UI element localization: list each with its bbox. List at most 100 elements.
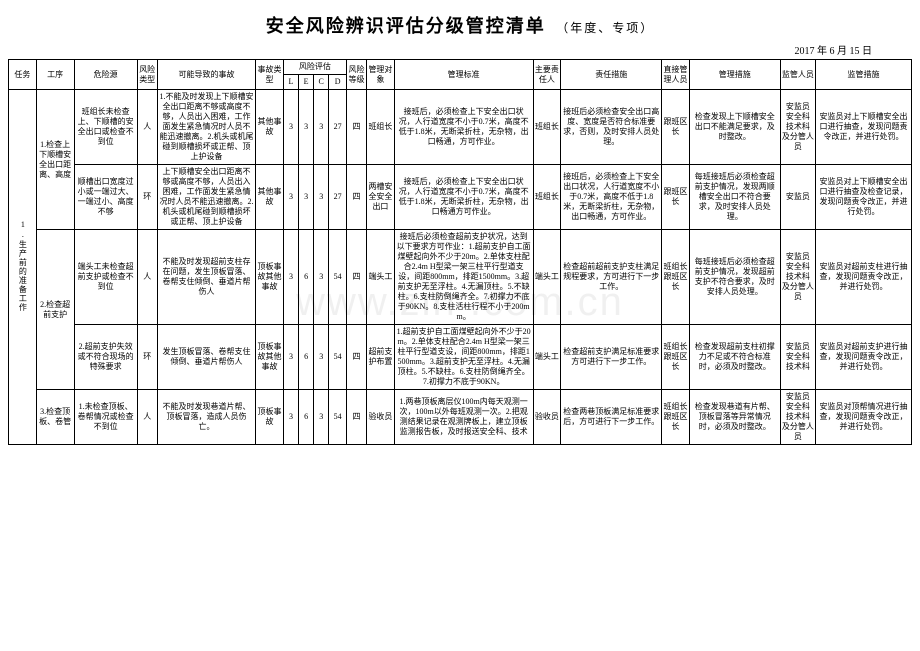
cell-E: 6 (299, 390, 314, 445)
cell-C: 3 (314, 90, 329, 165)
h-directmgr: 直接管理人员 (662, 60, 690, 90)
cell-hazard: 端头工未检查超前支护或检查不到位 (74, 230, 137, 325)
h-C: C (314, 75, 329, 90)
cell-D: 54 (329, 390, 347, 445)
cell-accident: 上下顺槽安全出口距离不够或高度不够，人员出入困难，工作面发生紧急情况时人员不能迅… (157, 165, 255, 230)
cell-mm: 检查发现超前支柱初撑力不足或不符合标准时，必须及时整改。 (689, 325, 780, 390)
h-mainresp: 主要责任人 (533, 60, 561, 90)
cell-C: 3 (314, 230, 329, 325)
cell-std: 1.超前支护自工面煤壁起向外不少于20m。2.单体支柱配合2.4m H型梁一架三… (394, 325, 533, 390)
cell-hazard: 班组长未检查上、下顺槽的安全出口或检查不到位 (74, 90, 137, 165)
h-L: L (283, 75, 298, 90)
h-task: 任务 (9, 60, 37, 90)
table-row: 顺槽出口宽度过小或一端过大、一端过小、高度不够 环 上下顺槽安全出口距离不够或高… (9, 165, 912, 230)
cell-resp: 端头工 (533, 230, 561, 325)
cell-tgt: 超前支护布置 (367, 325, 395, 390)
cell-D: 27 (329, 165, 347, 230)
cell-C: 3 (314, 325, 329, 390)
cell-hazard: 1.未检查顶板、卷帮情况或检查不到位 (74, 390, 137, 445)
cell-accident: 不能及时发现超前支柱存在问题，发生顶板冒落、卷帮支住倾倒、垂道片帮伤人 (157, 230, 255, 325)
cell-tgt: 两槽安全安全出口 (367, 165, 395, 230)
cell-tgt: 端头工 (367, 230, 395, 325)
cell-hazard: 2.超前支护失效或不符合现场的特殊要求 (74, 325, 137, 390)
table-row: 3.检查顶板、卷管 1.未检查顶板、卷帮情况或检查不到位 人 不能及时发现巷道片… (9, 390, 912, 445)
cell-resp: 验收员 (533, 390, 561, 445)
h-risktype: 风险类型 (137, 60, 157, 90)
cell-rtype: 人 (137, 390, 157, 445)
cell-E: 6 (299, 325, 314, 390)
cell-atype: 其他事故 (256, 90, 284, 165)
cell-lvl: 四 (346, 165, 366, 230)
cell-mm: 检查发现上下顺槽安全出口不能满足要求，及时整改。 (689, 90, 780, 165)
cell-atype: 顶板事故其他事故 (256, 230, 284, 325)
cell-mm: 每班接班后必须检查超前支护情况，发现超前支护不符合要求，及时安排人员处理。 (689, 230, 780, 325)
cell-supm: 安监员对上下顺槽安全出口进行抽查，发现问题责令改正，并进行处罚。 (816, 90, 912, 165)
h-accidenttype: 事故类型 (256, 60, 284, 90)
cell-step: 1.检查上下顺槽安全出口距离、高度 (36, 90, 74, 230)
cell-step: 2.检查超前支护 (36, 230, 74, 390)
cell-tgt: 验收员 (367, 390, 395, 445)
table-row: 1.生产前的准备工作 1.检查上下顺槽安全出口距离、高度 班组长未检查上、下顺槽… (9, 90, 912, 165)
cell-dm: 班组长跟班区长 (662, 325, 690, 390)
cell-lvl: 四 (346, 230, 366, 325)
cell-respm: 接班后，必须检查上下安全出口状况，人行道宽度不小于0.7米，高度不低于1.8米，… (561, 165, 662, 230)
cell-atype: 顶板事故其他事故 (256, 325, 284, 390)
cell-lvl: 四 (346, 325, 366, 390)
cell-std: 接班后必须检查超前支护状况，达到以下要求方可作业：1.超前支护自工面煤壁起向外不… (394, 230, 533, 325)
cell-supm: 安监员对上下顺槽安全出口进行抽查及检查记录，发现问题责令改正，并进行处罚。 (816, 165, 912, 230)
cell-dm: 班组长跟班区长 (662, 390, 690, 445)
cell-respm: 检查超前支护满足标准要求方可进行下一步工作。 (561, 325, 662, 390)
cell-L: 3 (283, 390, 298, 445)
cell-rtype: 环 (137, 165, 157, 230)
cell-respm: 检查两巷顶板满足标准要求后，方可进行下一步工作。 (561, 390, 662, 445)
cell-task: 1.生产前的准备工作 (9, 90, 37, 445)
table-row: 2.超前支护失效或不符合现场的特殊要求 环 发生顶板冒落、卷帮支住倾倒、垂道片帮… (9, 325, 912, 390)
h-step: 工序 (36, 60, 74, 90)
cell-supm: 安监员对超前支柱进行抽查，发现问题责令改正，并进行处罚。 (816, 230, 912, 325)
h-risklevel: 风险等级 (346, 60, 366, 90)
cell-sup: 安监员 安全科 技术科 及分管人员 (780, 230, 815, 325)
h-supervisor: 监管人员 (780, 60, 815, 90)
cell-C: 3 (314, 165, 329, 230)
title-text: 安全风险辨识评估分级管控清单 (266, 16, 546, 36)
cell-resp: 班组长 (533, 90, 561, 165)
cell-dm: 班组长跟班区长 (662, 230, 690, 325)
cell-D: 54 (329, 230, 347, 325)
cell-E: 6 (299, 230, 314, 325)
cell-sup: 安监员 安全科 技术科 (780, 325, 815, 390)
cell-E: 3 (299, 90, 314, 165)
cell-supm: 安监员对超前支护进行抽查，发现问题责令改正，并进行处罚。 (816, 325, 912, 390)
cell-respm: 接班后必须检查安全出口高度、宽度是否符合标准要求，否则，及时安排人员处理。 (561, 90, 662, 165)
cell-tgt: 班组长 (367, 90, 395, 165)
date-text: 2017 年 6 月 15 日 (8, 42, 872, 57)
h-respmeasure: 责任措施 (561, 60, 662, 90)
cell-std: 接班后，必须检查上下安全出口状况，人行道宽度不小于0.7米，高度不低于1.8米，… (394, 165, 533, 230)
cell-atype: 顶板事故 (256, 390, 284, 445)
h-supmeasure: 监管措施 (816, 60, 912, 90)
cell-lvl: 四 (346, 390, 366, 445)
cell-mm: 检查发现巷道有片帮、顶板冒落等异常情况时，必须及时整改。 (689, 390, 780, 445)
cell-hazard: 顺槽出口宽度过小或一端过大、一端过小、高度不够 (74, 165, 137, 230)
cell-resp: 班组长 (533, 165, 561, 230)
cell-std: 接班后，必须检查上下安全出口状况，人行道宽度不小于0.7米，高度不低于1.8米，… (394, 90, 533, 165)
cell-supm: 安监员对顶帮情况进行抽查，发现问题责令改正，并进行处罚。 (816, 390, 912, 445)
cell-mm: 每班接班后必须检查超前支护情况，发现两顺槽安全出口不符合要求，及时安排人员处理。 (689, 165, 780, 230)
cell-rtype: 人 (137, 90, 157, 165)
cell-rtype: 环 (137, 325, 157, 390)
cell-L: 3 (283, 325, 298, 390)
cell-accident: 不能及时发现巷道片帮、顶板冒落，造成人员伤亡。 (157, 390, 255, 445)
page-title: 安全风险辨识评估分级管控清单 （年度、专项） (8, 12, 912, 38)
cell-respm: 检查超前超前支护支柱满足规程要求，方可进行下一步工作。 (561, 230, 662, 325)
cell-accident: 1.不能及时发现上下顺槽安全出口距离不够或高度不够，人员出入困难，工作面发生紧急… (157, 90, 255, 165)
cell-sup: 安监员 (780, 165, 815, 230)
h-riskeval: 风险评估 (283, 60, 346, 75)
cell-std: 1.两巷顶板离层仪100m内每天观测一次，100m以外每班观测一次。2.把观测结… (394, 390, 533, 445)
cell-sup: 安监员 安全科 技术科 及分管人员 (780, 390, 815, 445)
h-accident: 可能导致的事故 (157, 60, 255, 90)
h-hazard: 危险源 (74, 60, 137, 90)
cell-accident: 发生顶板冒落、卷帮支住倾倒、垂道片帮伤人 (157, 325, 255, 390)
h-D: D (329, 75, 347, 90)
cell-L: 3 (283, 165, 298, 230)
table-row: 2.检查超前支护 端头工未检查超前支护或检查不到位 人 不能及时发现超前支柱存在… (9, 230, 912, 325)
cell-D: 27 (329, 90, 347, 165)
